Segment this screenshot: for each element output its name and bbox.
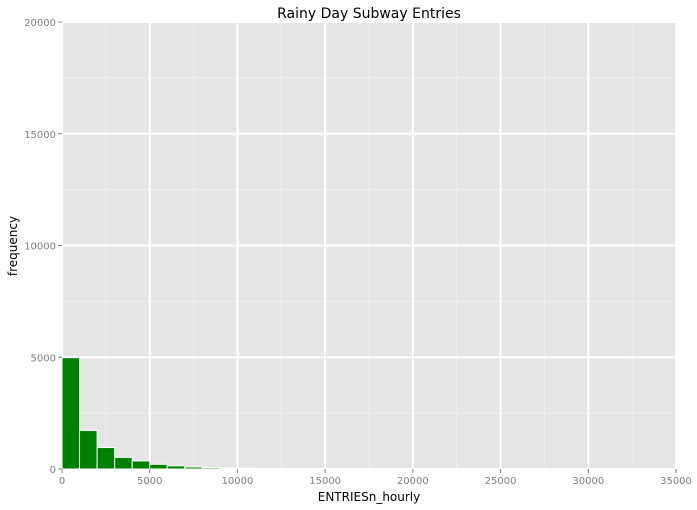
- y-tick-label: 10000: [24, 242, 56, 253]
- histogram-bar-1: [79, 430, 98, 470]
- y-tick-label: 0: [50, 465, 56, 476]
- y-tick-label: 20000: [24, 18, 56, 29]
- histogram-bar-6: [166, 465, 186, 470]
- x-tick-label: 30000: [572, 476, 604, 487]
- histogram-bar-0: [61, 357, 81, 470]
- x-axis-label: ENTRIESn_hourly: [318, 490, 421, 504]
- y-axis-label: frequency: [6, 216, 20, 276]
- x-tick-label: 0: [59, 476, 65, 487]
- y-axis-ticks: 0 5000 10000 15000 20000: [24, 18, 62, 476]
- histogram-bar-7: [184, 466, 203, 470]
- chart-title: Rainy Day Subway Entries: [277, 6, 461, 22]
- histogram-bar-8: [201, 467, 221, 470]
- histogram-bar-4: [131, 460, 151, 470]
- x-tick-label: 20000: [397, 476, 429, 487]
- x-tick-label: 25000: [485, 476, 517, 487]
- x-tick-label: 15000: [309, 476, 341, 487]
- histogram-bar-5: [149, 463, 168, 470]
- y-tick-label: 15000: [24, 130, 56, 141]
- histogram-bar-2: [96, 447, 116, 470]
- histogram-bar-9: [219, 467, 238, 470]
- x-axis-ticks: 0 5000 10000 15000 20000 25000 30000 35000: [59, 469, 692, 487]
- histogram-bars: [61, 357, 256, 470]
- histogram-bar-3: [114, 456, 133, 470]
- x-tick-label: 10000: [222, 476, 254, 487]
- x-tick-label: 35000: [660, 476, 692, 487]
- histogram-bar-10: [236, 467, 256, 470]
- y-tick-label: 5000: [31, 353, 56, 364]
- x-tick-label: 5000: [137, 476, 162, 487]
- major-gridlines: [61, 21, 677, 470]
